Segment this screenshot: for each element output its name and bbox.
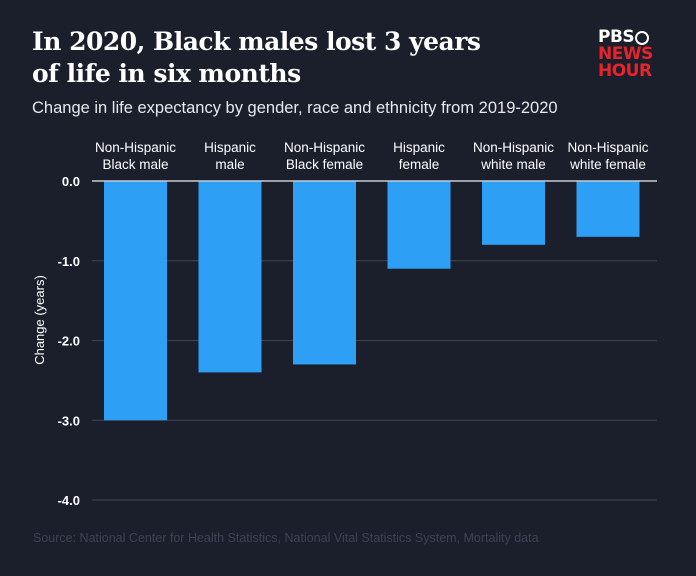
category-label: Non-Hispanic <box>567 140 648 155</box>
category-labels: Non-Hispanic Black male Hispanic male Non-Hi… <box>95 140 649 172</box>
category-label: Black female <box>286 157 363 172</box>
y-tick-label: 0.0 <box>62 174 80 189</box>
bar <box>198 181 262 373</box>
category-label: white male <box>480 157 546 172</box>
logo-news-text: NEWS <box>598 44 653 64</box>
category-label: female <box>399 157 440 172</box>
chart-title: In 2020, Black males lost 3 years of lif… <box>32 27 481 88</box>
y-tick-label: -1.0 <box>58 254 80 269</box>
category-label: white female <box>569 157 646 172</box>
bar <box>576 181 640 237</box>
y-tick-label: -3.0 <box>58 413 80 428</box>
category-label: Hispanic <box>204 140 256 155</box>
category-label: male <box>215 157 244 172</box>
bars <box>104 181 640 421</box>
y-tick-label: -4.0 <box>58 493 80 508</box>
chart-subtitle: Change in life expectancy by gender, rac… <box>32 99 558 117</box>
category-label: Non-Hispanic <box>95 140 176 155</box>
source-note: Source: National Center for Health Stati… <box>33 531 539 545</box>
pbs-head-icon <box>635 30 650 45</box>
y-tick-label: -2.0 <box>58 334 80 349</box>
pbs-newshour-logo: PBS NEWS HOUR <box>598 29 653 80</box>
category-label: Non-Hispanic <box>284 140 365 155</box>
logo-pbs-text: PBS <box>598 27 635 47</box>
bar <box>482 181 545 245</box>
logo-hour-text: HOUR <box>598 61 652 81</box>
bar <box>387 181 451 269</box>
bar <box>293 181 356 365</box>
y-tick-labels: 0.0 -1.0 -2.0 -3.0 -4.0 <box>58 174 80 508</box>
category-label: Non-Hispanic <box>473 140 554 155</box>
gridlines <box>92 260 657 501</box>
y-axis-label: Change (years) <box>32 275 47 365</box>
bar <box>104 181 167 421</box>
category-label: Black male <box>102 157 168 172</box>
category-label: Hispanic <box>393 140 445 155</box>
